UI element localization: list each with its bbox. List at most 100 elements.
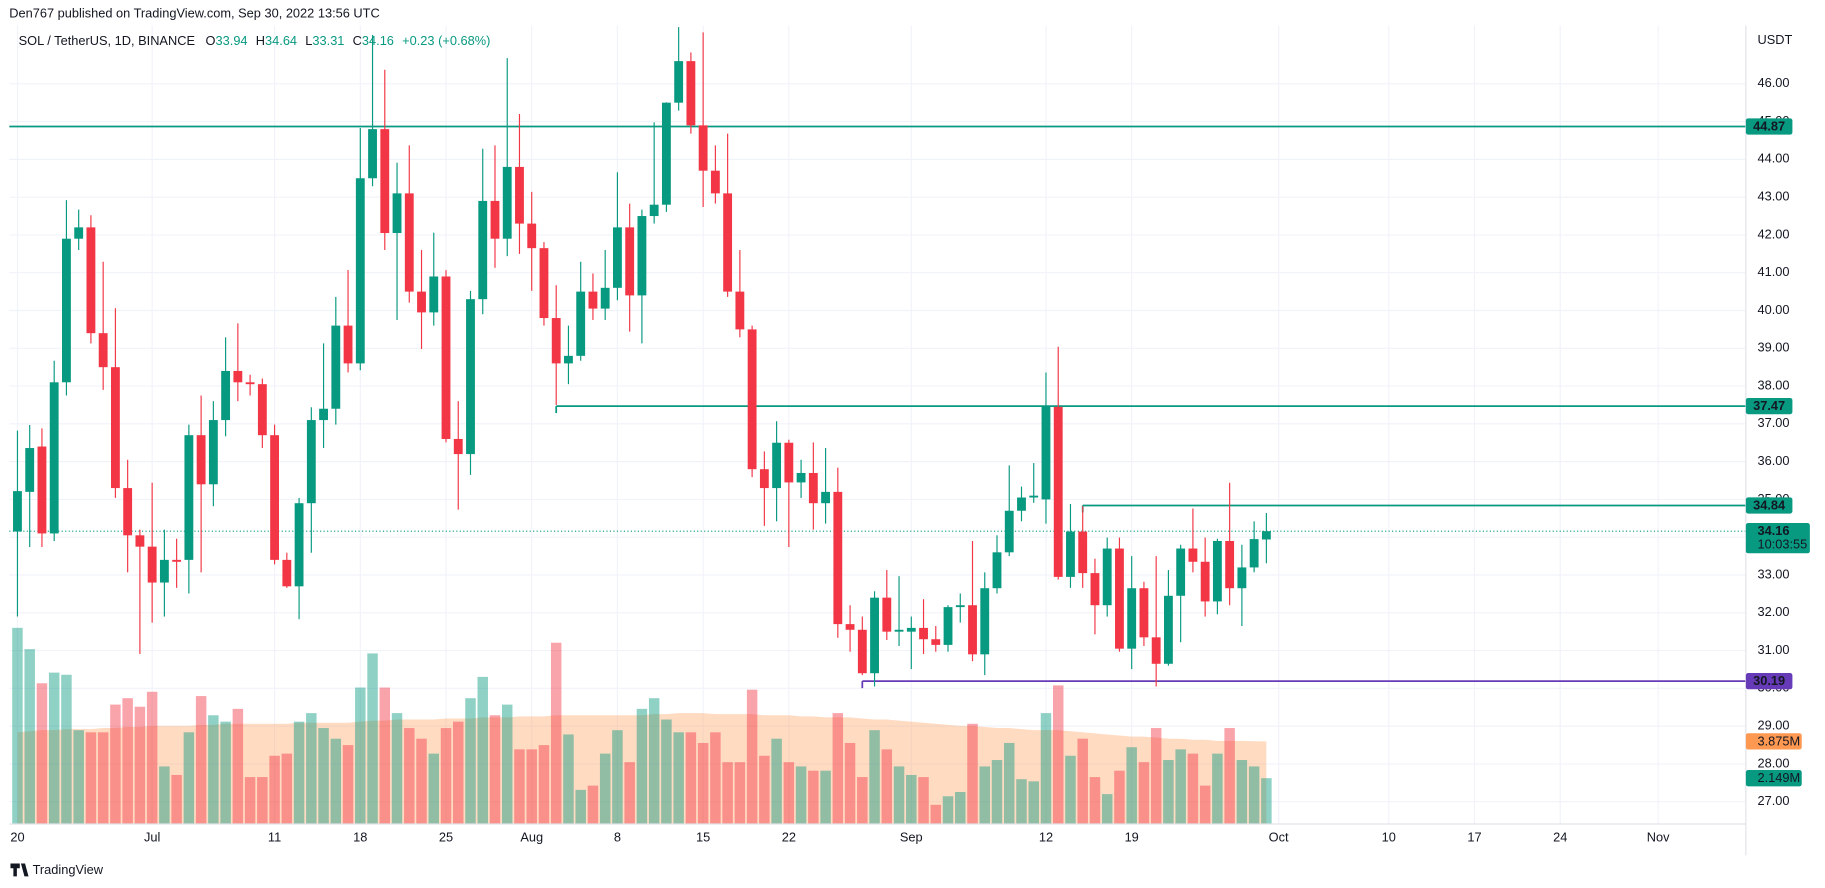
x-tick-label: 25 [439, 829, 453, 844]
candle-body [404, 193, 414, 292]
candle-body [576, 291, 586, 356]
candle-body [417, 291, 426, 313]
open-value: 33.94 [216, 33, 248, 48]
x-tick-label: Oct [1269, 829, 1289, 844]
candle-body [380, 129, 390, 234]
volume-bar [1261, 778, 1272, 824]
volume-bar [122, 698, 133, 824]
volume-bar [330, 738, 342, 824]
volume-bar [930, 804, 942, 824]
candle-body [1151, 637, 1161, 664]
volume-bar [159, 766, 170, 824]
candle-body [306, 420, 316, 504]
volume-bar [942, 796, 954, 824]
volume-bar [636, 708, 648, 824]
y-tick-label: 42.00 [1757, 226, 1789, 241]
volume-ma-badge [1745, 733, 1802, 750]
volume-bar [526, 749, 537, 824]
volume-bar [61, 674, 72, 824]
level-badge [1745, 497, 1793, 514]
candles [13, 27, 1271, 687]
volume-bar [918, 777, 929, 824]
volume-bar [881, 749, 893, 824]
level-badge-label: 34.84 [1753, 497, 1786, 512]
x-tick-label: 15 [696, 829, 710, 844]
candle-body [245, 382, 255, 385]
change: +0.23 (+0.68%) [402, 33, 490, 48]
candle-body [857, 629, 867, 674]
volume-bar [440, 728, 452, 824]
volume-bar [489, 715, 501, 824]
ohlc-letter: O [206, 33, 216, 48]
candle-body [1188, 548, 1198, 562]
x-tick-label: 24 [1553, 829, 1567, 844]
volume-bar [857, 777, 868, 824]
y-tick-label: 36.00 [1757, 453, 1789, 468]
candle-body [392, 193, 402, 234]
volume-bar [355, 687, 366, 824]
candle-body [796, 472, 806, 483]
candle-body [184, 435, 194, 560]
legend: SOL / TetherUS, 1D, BINANCE O33.94 H34.6… [19, 33, 491, 48]
volume-badge [1745, 770, 1802, 787]
volume-bar [12, 627, 23, 824]
candle-body [723, 193, 733, 292]
volume-bar [710, 732, 721, 824]
volume-bar [244, 777, 256, 824]
candle-body [1127, 588, 1137, 649]
candle-body [1176, 548, 1186, 596]
ohlc-letter: H [256, 33, 265, 48]
volume-bar [97, 732, 109, 824]
volume-bar [1175, 749, 1186, 824]
volume-bar [1028, 781, 1039, 824]
volume-bar [146, 691, 158, 824]
x-tick-label: 12 [1039, 829, 1053, 844]
y-tick-label: 32.00 [1757, 604, 1789, 619]
volume-bar [1114, 770, 1125, 824]
volume-bar [477, 676, 488, 824]
candle-body [110, 367, 120, 489]
candle-body [208, 420, 218, 485]
volume-bar [967, 723, 978, 824]
x-tick-label: 8 [614, 829, 621, 844]
volume-bar [955, 792, 966, 824]
volume-bar [1089, 777, 1101, 824]
candle-body [527, 223, 537, 249]
level-badge [1745, 397, 1793, 415]
candle-body [1225, 540, 1235, 589]
level-badge-label: 37.47 [1753, 398, 1785, 413]
candle-body [919, 627, 928, 640]
x-tick-label: 10 [1382, 829, 1396, 844]
candle-body [551, 318, 561, 364]
candle-body [968, 605, 977, 655]
volume-bar [1199, 785, 1211, 824]
candle-body [600, 287, 610, 309]
candle-body [1249, 539, 1259, 568]
candle-body [894, 629, 904, 632]
y-tick-label: 39.00 [1757, 340, 1789, 355]
x-tick-label: 17 [1467, 829, 1481, 844]
candle-body [1237, 567, 1247, 589]
volume-bar [514, 749, 525, 824]
candle-body [98, 333, 108, 368]
candle-body [25, 448, 35, 492]
volume-bar [685, 732, 697, 824]
y-tick-label: 44.00 [1757, 151, 1789, 166]
candle-body [135, 535, 145, 547]
current-price-label: 34.16 [1757, 523, 1789, 538]
level-badge-label: 44.87 [1753, 118, 1785, 133]
volume-bar [1077, 738, 1088, 824]
volume-bar [538, 745, 550, 824]
candle-body [759, 469, 769, 489]
badges: 44.8737.4734.8430.1934.1610:03:553.875M2… [1745, 118, 1810, 787]
volume-ma-area [17, 713, 1267, 824]
candle-body [1090, 573, 1100, 606]
candle-body [1078, 531, 1088, 574]
logo-mark [10, 863, 29, 877]
volume-bar [1052, 685, 1064, 824]
candle-body [453, 438, 463, 455]
volume-bar [342, 745, 354, 824]
candle-body [49, 382, 59, 534]
